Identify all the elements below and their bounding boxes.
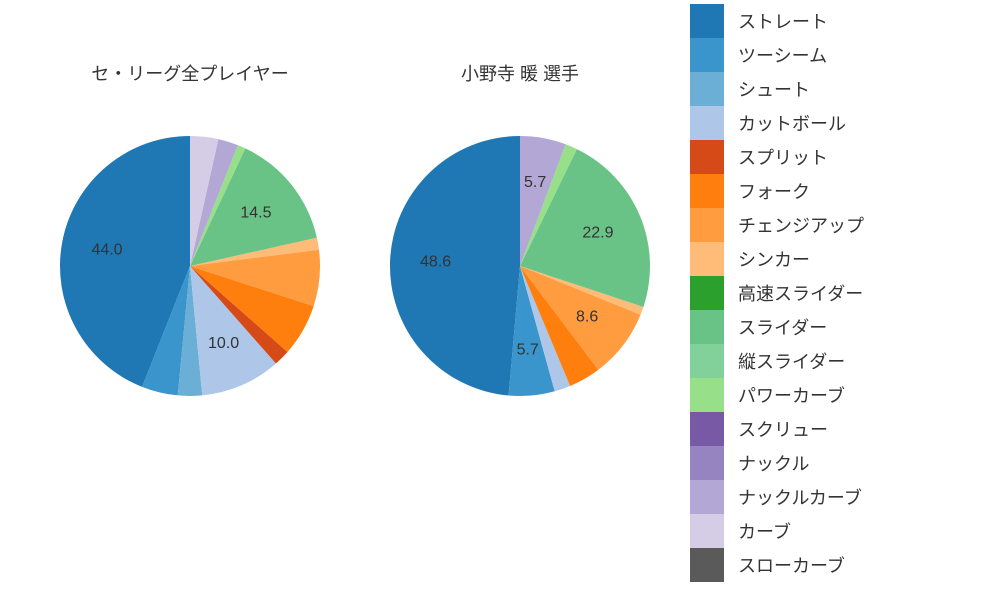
legend-label: パワーカーブ [738, 382, 845, 408]
legend-label: ナックルカーブ [738, 484, 862, 510]
legend-item: スプリット [690, 140, 990, 174]
legend-item: ストレート [690, 4, 990, 38]
legend-item: チェンジアップ [690, 208, 990, 242]
legend-label: カットボール [738, 110, 846, 136]
pie-slice-straight [390, 136, 520, 396]
legend-item: 高速スライダー [690, 276, 990, 310]
pie-label-slider: 22.9 [582, 224, 613, 241]
legend-swatch [690, 276, 724, 310]
legend-item: スクリュー [690, 412, 990, 446]
legend-label: フォーク [738, 178, 810, 204]
legend-swatch [690, 140, 724, 174]
legend-label: ナックル [738, 450, 809, 476]
pie-label-straight: 48.6 [420, 254, 451, 271]
legend-swatch [690, 106, 724, 140]
legend-swatch [690, 72, 724, 106]
legend-item: フォーク [690, 174, 990, 208]
pie-right-title: 小野寺 暖 選手 [360, 60, 680, 86]
pie-charts-area: セ・リーグ全プレイヤー 44.0 10.0 14.5 小野寺 暖 選手 48.6 5.… [0, 0, 680, 600]
legend-item: パワーカーブ [690, 378, 990, 412]
pie-label-slider: 14.5 [240, 204, 271, 221]
legend-label: チェンジアップ [738, 212, 864, 238]
legend-swatch [690, 208, 724, 242]
pie-right-wrap: 小野寺 暖 選手 48.6 5.7 8.6 22.9 5.7 [360, 60, 680, 426]
pie-left-title: セ・リーグ全プレイヤー [30, 60, 350, 86]
legend-item: シンカー [690, 242, 990, 276]
legend-label: ツーシーム [738, 42, 827, 68]
legend-label: ストレート [738, 8, 828, 34]
pie-left-svg: 44.0 10.0 14.5 [30, 106, 350, 426]
legend-item: カーブ [690, 514, 990, 548]
legend-item: 縦スライダー [690, 344, 990, 378]
legend-swatch [690, 310, 724, 344]
legend-swatch [690, 412, 724, 446]
legend-swatch [690, 480, 724, 514]
legend-item: ツーシーム [690, 38, 990, 72]
legend-label: スプリット [738, 144, 828, 170]
pie-label-cutball: 10.0 [208, 335, 239, 352]
legend-label: シンカー [738, 246, 810, 272]
legend: ストレートツーシームシュートカットボールスプリットフォークチェンジアップシンカー… [690, 0, 990, 600]
legend-item: スローカーブ [690, 548, 990, 582]
legend-label: スローカーブ [738, 552, 845, 578]
pie-label-two-seam: 5.7 [517, 341, 539, 358]
legend-label: スライダー [738, 314, 827, 340]
legend-swatch [690, 548, 724, 582]
pie-right-svg: 48.6 5.7 8.6 22.9 5.7 [360, 106, 680, 426]
legend-label: スクリュー [738, 416, 828, 442]
legend-item: スライダー [690, 310, 990, 344]
legend-label: 縦スライダー [738, 348, 845, 374]
legend-swatch [690, 344, 724, 378]
pie-label-knuckle-curve: 5.7 [524, 174, 546, 191]
legend-item: シュート [690, 72, 990, 106]
pie-label-changeup: 8.6 [576, 309, 598, 326]
legend-swatch [690, 378, 724, 412]
chart-container: セ・リーグ全プレイヤー 44.0 10.0 14.5 小野寺 暖 選手 48.6 5.… [0, 0, 1000, 600]
legend-item: カットボール [690, 106, 990, 140]
legend-label: カーブ [738, 518, 791, 544]
pie-label-straight: 44.0 [91, 241, 122, 258]
legend-item: ナックル [690, 446, 990, 480]
pie-left-wrap: セ・リーグ全プレイヤー 44.0 10.0 14.5 [30, 60, 350, 426]
legend-swatch [690, 242, 724, 276]
legend-swatch [690, 514, 724, 548]
legend-swatch [690, 38, 724, 72]
legend-swatch [690, 446, 724, 480]
legend-swatch [690, 174, 724, 208]
legend-swatch [690, 4, 724, 38]
legend-item: ナックルカーブ [690, 480, 990, 514]
legend-label: 高速スライダー [738, 280, 863, 306]
legend-label: シュート [738, 76, 810, 102]
